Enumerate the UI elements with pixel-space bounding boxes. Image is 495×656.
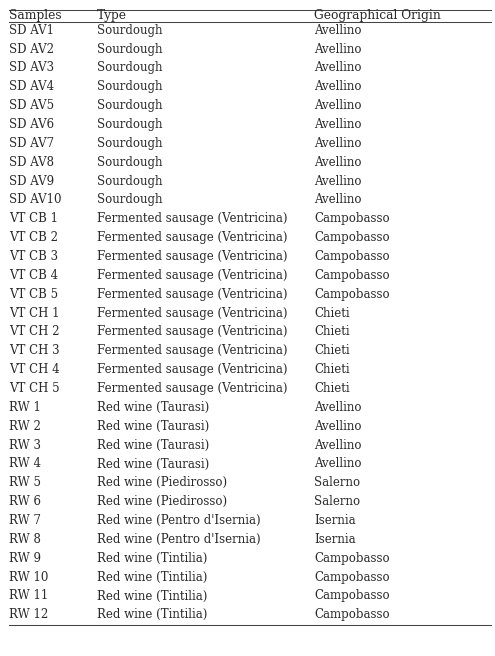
Text: Sourdough: Sourdough [97,24,162,37]
Text: Fermented sausage (Ventricina): Fermented sausage (Ventricina) [97,288,287,300]
Text: Campobasso: Campobasso [314,571,390,584]
Text: Red wine (Taurasi): Red wine (Taurasi) [97,420,209,433]
Text: VT CH 2: VT CH 2 [9,325,59,338]
Text: Red wine (Tintilia): Red wine (Tintilia) [97,552,207,565]
Text: VT CB 3: VT CB 3 [9,250,58,263]
Text: VT CB 1: VT CB 1 [9,213,58,225]
Text: Chieti: Chieti [314,325,350,338]
Text: SD AV5: SD AV5 [9,99,54,112]
Text: SD AV4: SD AV4 [9,80,54,93]
Text: SD AV6: SD AV6 [9,118,54,131]
Text: Isernia: Isernia [314,514,356,527]
Text: Red wine (Piedirosso): Red wine (Piedirosso) [97,476,227,489]
Text: Fermented sausage (Ventricina): Fermented sausage (Ventricina) [97,306,287,319]
Text: VT CB 2: VT CB 2 [9,231,58,244]
Text: RW 6: RW 6 [9,495,41,508]
Text: RW 7: RW 7 [9,514,41,527]
Text: Avellino: Avellino [314,420,362,433]
Text: VT CH 4: VT CH 4 [9,363,59,376]
Text: RW 1: RW 1 [9,401,41,414]
Text: Red wine (Taurasi): Red wine (Taurasi) [97,439,209,451]
Text: VT CB 4: VT CB 4 [9,269,58,282]
Text: VT CB 5: VT CB 5 [9,288,58,300]
Text: RW 4: RW 4 [9,457,41,470]
Text: Sourdough: Sourdough [97,137,162,150]
Text: Avellino: Avellino [314,43,362,56]
Text: Campobasso: Campobasso [314,269,390,282]
Text: Avellino: Avellino [314,401,362,414]
Text: Sourdough: Sourdough [97,43,162,56]
Text: Campobasso: Campobasso [314,288,390,300]
Text: Fermented sausage (Ventricina): Fermented sausage (Ventricina) [97,269,287,282]
Text: Geographical Origin: Geographical Origin [314,9,441,22]
Text: Chieti: Chieti [314,306,350,319]
Text: RW 9: RW 9 [9,552,41,565]
Text: Red wine (Piedirosso): Red wine (Piedirosso) [97,495,227,508]
Text: Campobasso: Campobasso [314,231,390,244]
Text: SD AV7: SD AV7 [9,137,54,150]
Text: Fermented sausage (Ventricina): Fermented sausage (Ventricina) [97,231,287,244]
Text: Avellino: Avellino [314,24,362,37]
Text: VT CH 3: VT CH 3 [9,344,59,358]
Text: Avellino: Avellino [314,62,362,74]
Text: Fermented sausage (Ventricina): Fermented sausage (Ventricina) [97,250,287,263]
Text: Avellino: Avellino [314,155,362,169]
Text: Avellino: Avellino [314,439,362,451]
Text: VT CH 1: VT CH 1 [9,306,59,319]
Text: Fermented sausage (Ventricina): Fermented sausage (Ventricina) [97,363,287,376]
Text: Sourdough: Sourdough [97,80,162,93]
Text: RW 3: RW 3 [9,439,41,451]
Text: RW 10: RW 10 [9,571,49,584]
Text: Avellino: Avellino [314,118,362,131]
Text: RW 8: RW 8 [9,533,41,546]
Text: Isernia: Isernia [314,533,356,546]
Text: Red wine (Tintilia): Red wine (Tintilia) [97,590,207,602]
Text: Fermented sausage (Ventricina): Fermented sausage (Ventricina) [97,382,287,395]
Text: Avellino: Avellino [314,99,362,112]
Text: RW 5: RW 5 [9,476,41,489]
Text: Salerno: Salerno [314,476,360,489]
Text: RW 12: RW 12 [9,608,48,621]
Text: SD AV10: SD AV10 [9,194,61,207]
Text: Red wine (Pentro d'Isernia): Red wine (Pentro d'Isernia) [97,514,260,527]
Text: SD AV2: SD AV2 [9,43,54,56]
Text: Campobasso: Campobasso [314,213,390,225]
Text: Avellino: Avellino [314,194,362,207]
Text: Sourdough: Sourdough [97,62,162,74]
Text: Red wine (Pentro d'Isernia): Red wine (Pentro d'Isernia) [97,533,260,546]
Text: Chieti: Chieti [314,363,350,376]
Text: Red wine (Tintilia): Red wine (Tintilia) [97,608,207,621]
Text: Red wine (Tintilia): Red wine (Tintilia) [97,571,207,584]
Text: Campobasso: Campobasso [314,250,390,263]
Text: Type: Type [97,9,127,22]
Text: Salerno: Salerno [314,495,360,508]
Text: Avellino: Avellino [314,137,362,150]
Text: VT CH 5: VT CH 5 [9,382,59,395]
Text: Sourdough: Sourdough [97,155,162,169]
Text: Sourdough: Sourdough [97,174,162,188]
Text: Sourdough: Sourdough [97,194,162,207]
Text: Fermented sausage (Ventricina): Fermented sausage (Ventricina) [97,213,287,225]
Text: Fermented sausage (Ventricina): Fermented sausage (Ventricina) [97,325,287,338]
Text: RW 11: RW 11 [9,590,48,602]
Text: Avellino: Avellino [314,174,362,188]
Text: Campobasso: Campobasso [314,608,390,621]
Text: Red wine (Taurasi): Red wine (Taurasi) [97,401,209,414]
Text: Campobasso: Campobasso [314,590,390,602]
Text: SD AV9: SD AV9 [9,174,54,188]
Text: Campobasso: Campobasso [314,552,390,565]
Text: Sourdough: Sourdough [97,99,162,112]
Text: Chieti: Chieti [314,344,350,358]
Text: RW 2: RW 2 [9,420,41,433]
Text: SD AV8: SD AV8 [9,155,54,169]
Text: Avellino: Avellino [314,80,362,93]
Text: Avellino: Avellino [314,457,362,470]
Text: SD AV1: SD AV1 [9,24,54,37]
Text: Samples: Samples [9,9,61,22]
Text: SD AV3: SD AV3 [9,62,54,74]
Text: Chieti: Chieti [314,382,350,395]
Text: Fermented sausage (Ventricina): Fermented sausage (Ventricina) [97,344,287,358]
Text: Red wine (Taurasi): Red wine (Taurasi) [97,457,209,470]
Text: Sourdough: Sourdough [97,118,162,131]
